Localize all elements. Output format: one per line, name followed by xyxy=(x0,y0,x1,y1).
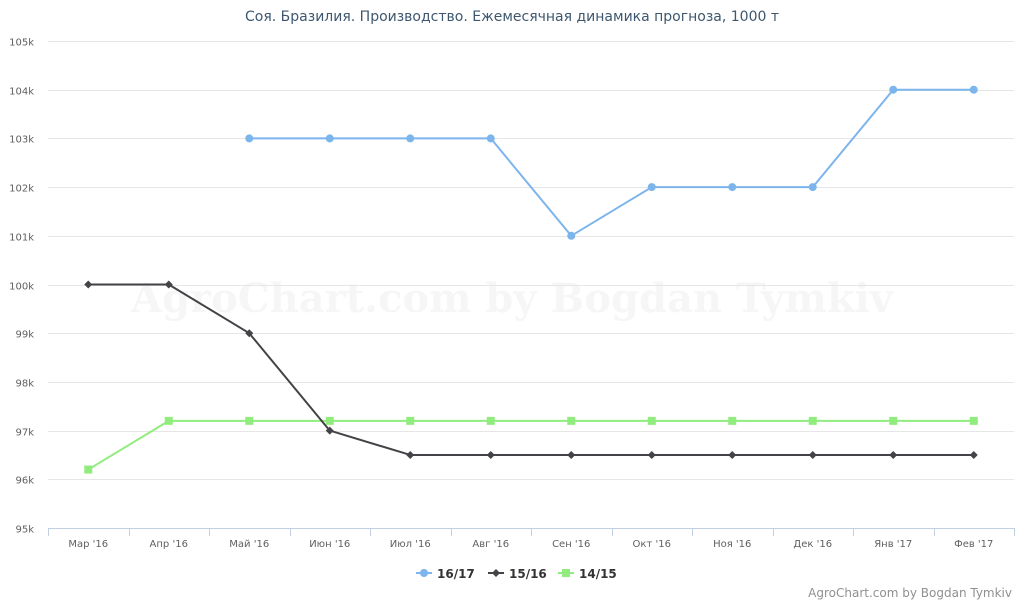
x-tick-label: Ноя '16 xyxy=(713,539,751,550)
series-line xyxy=(249,88,974,237)
data-point[interactable] xyxy=(969,85,978,94)
series-15-16 xyxy=(84,280,978,459)
x-tick-label: Дек '16 xyxy=(793,539,832,550)
data-point[interactable] xyxy=(325,426,334,435)
credit-link[interactable]: AgroChart.com by Bogdan Tymkiv xyxy=(808,586,1012,600)
data-point[interactable] xyxy=(567,416,576,425)
data-point[interactable] xyxy=(84,280,93,289)
series-16-17 xyxy=(245,85,978,240)
series-line xyxy=(88,283,974,456)
data-point[interactable] xyxy=(969,450,978,459)
data-point[interactable] xyxy=(567,450,576,459)
data-point[interactable] xyxy=(969,416,978,425)
series-14-15 xyxy=(84,416,978,474)
x-tick-label: Авг '16 xyxy=(472,539,509,550)
y-tick-label: 95k xyxy=(15,525,34,536)
y-tick-label: 99k xyxy=(15,330,34,341)
legend-item[interactable]: 15/16 xyxy=(488,567,547,581)
x-tick-label: Янв '17 xyxy=(874,539,912,550)
data-point[interactable] xyxy=(647,416,656,425)
data-point[interactable] xyxy=(325,416,334,425)
data-point[interactable] xyxy=(647,183,656,192)
y-axis: 95k 96k 97k 98k 99k 100k 101k 102k 103k 104k 105k xyxy=(9,38,34,536)
y-tick-label: 97k xyxy=(15,428,34,439)
x-tick-label: Фев '17 xyxy=(954,539,993,550)
x-tick-label: Сен '16 xyxy=(552,539,590,550)
y-tick-label: 102k xyxy=(9,184,34,195)
data-point[interactable] xyxy=(406,450,415,459)
data-point[interactable] xyxy=(164,416,173,425)
y-tick-label: 101k xyxy=(9,233,34,244)
data-point[interactable] xyxy=(164,280,173,289)
data-point[interactable] xyxy=(486,134,495,143)
grid xyxy=(48,41,1014,480)
data-point[interactable] xyxy=(808,450,817,459)
data-point[interactable] xyxy=(245,134,254,143)
x-tick-label: Окт '16 xyxy=(633,539,671,550)
legend-item[interactable]: 16/17 xyxy=(416,567,475,581)
data-point[interactable] xyxy=(325,134,334,143)
data-point[interactable] xyxy=(406,416,415,425)
data-point[interactable] xyxy=(728,450,737,459)
legend[interactable]: 16/17 15/16 14/15 xyxy=(416,567,617,581)
data-point[interactable] xyxy=(245,416,254,425)
data-point[interactable] xyxy=(84,465,93,474)
legend-label: 14/15 xyxy=(579,567,617,581)
data-point[interactable] xyxy=(406,134,415,143)
watermark: AgroChart.com by Bogdan Tymkiv xyxy=(130,275,895,322)
x-tick-label: Апр '16 xyxy=(150,539,188,550)
chart-title: Соя. Бразилия. Производство. Ежемесячная… xyxy=(245,9,779,25)
y-tick-label: 105k xyxy=(9,38,34,49)
y-tick-label: 100k xyxy=(9,282,34,293)
data-point[interactable] xyxy=(567,231,576,240)
data-point[interactable] xyxy=(808,416,817,425)
data-point[interactable] xyxy=(808,183,817,192)
data-point[interactable] xyxy=(245,329,254,338)
legend-marker[interactable] xyxy=(492,569,500,577)
x-axis: Мар '16 Апр '16 Май '16 Июн '16 Июл '16 Авг '… xyxy=(48,528,1015,550)
y-tick-label: 103k xyxy=(9,135,34,146)
x-tick-label: Май '16 xyxy=(229,539,269,550)
legend-label: 16/17 xyxy=(437,567,475,581)
series-line xyxy=(87,419,974,471)
legend-label: 15/16 xyxy=(509,567,547,581)
data-point[interactable] xyxy=(486,416,495,425)
legend-marker[interactable] xyxy=(420,569,428,577)
legend-marker[interactable] xyxy=(562,569,570,577)
data-point[interactable] xyxy=(889,450,898,459)
y-tick-label: 104k xyxy=(9,87,34,98)
data-point[interactable] xyxy=(728,416,737,425)
x-tick-label: Мар '16 xyxy=(68,539,108,550)
y-tick-label: 98k xyxy=(15,379,34,390)
data-point[interactable] xyxy=(889,85,898,94)
data-point[interactable] xyxy=(728,183,737,192)
y-tick-label: 96k xyxy=(15,476,34,487)
data-point[interactable] xyxy=(647,450,656,459)
data-point[interactable] xyxy=(889,416,898,425)
legend-item[interactable]: 14/15 xyxy=(558,567,617,581)
data-point[interactable] xyxy=(486,450,495,459)
x-tick-label: Июн '16 xyxy=(309,539,350,550)
series-layer xyxy=(84,85,978,474)
x-tick-label: Июл '16 xyxy=(390,539,431,550)
